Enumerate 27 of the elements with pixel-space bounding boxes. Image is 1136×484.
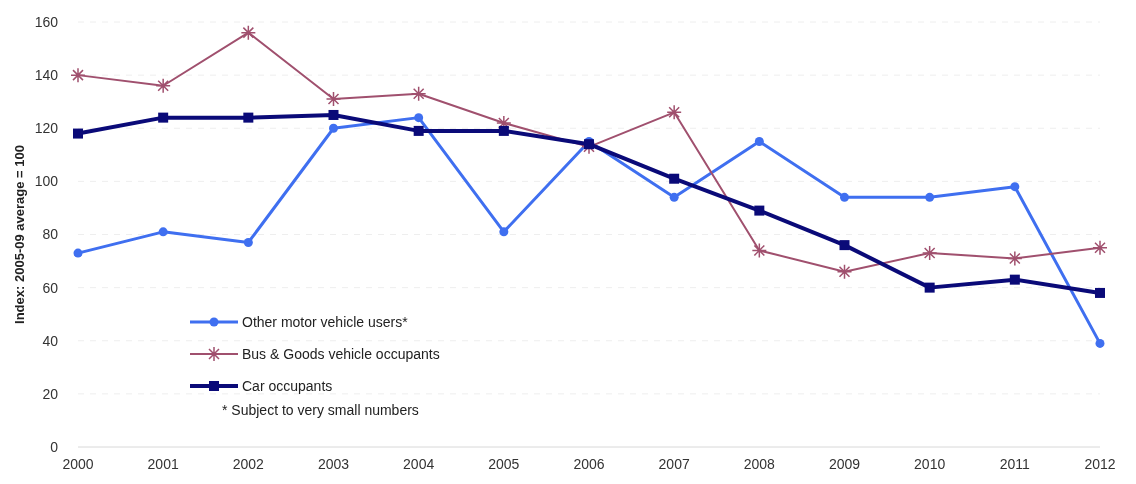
x-tick-label: 2001 (147, 456, 179, 472)
x-tick-label: 2003 (317, 456, 350, 472)
annotation: * Subject to very small numbers (222, 401, 419, 418)
x-tick-label: 2005 (488, 456, 520, 472)
x-tick-label: 2011 (999, 456, 1031, 472)
x-tick-label: 2006 (573, 456, 605, 472)
x-tick-label: 2010 (914, 456, 946, 472)
y-tick-label: 100 (34, 173, 59, 190)
y-tick-label: 160 (34, 13, 59, 30)
y-tick-label: 120 (34, 120, 59, 137)
x-tick-label: 2008 (743, 456, 776, 472)
x-tick-label: 2000 (62, 456, 94, 472)
x-tick-label: 2007 (658, 456, 690, 472)
y-tick-label: 60 (42, 279, 59, 296)
y-tick-label: 80 (42, 226, 59, 243)
x-tick-label: 2009 (828, 456, 861, 472)
y-tick-label: 140 (34, 67, 59, 84)
y-tick-label: 40 (42, 332, 59, 349)
x-tick-label: 2004 (403, 456, 435, 472)
legend-label: Car occupants (242, 377, 333, 394)
legend-label: Bus & Goods vehicle occupants (242, 345, 440, 362)
y-axis-title: Index: 2005-09 average = 100 (12, 145, 27, 324)
y-tick-label: 0 (50, 438, 59, 455)
x-tick-label: 2002 (232, 456, 265, 472)
x-tick-label: 2012 (1084, 456, 1116, 472)
legend-label: Other motor vehicle users* (242, 313, 409, 330)
y-tick-label: 20 (42, 385, 59, 402)
